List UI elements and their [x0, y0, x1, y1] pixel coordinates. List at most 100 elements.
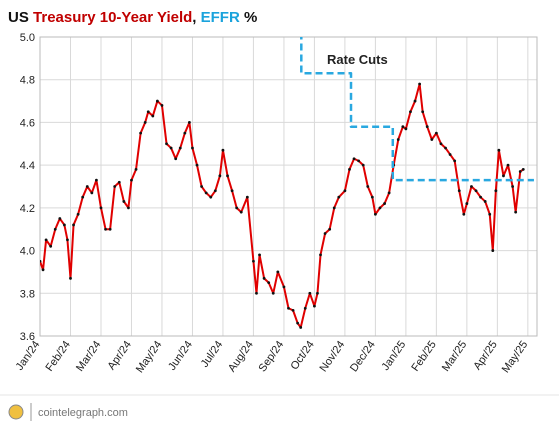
data-point	[99, 206, 103, 210]
data-point	[160, 103, 164, 107]
data-point	[387, 191, 391, 195]
data-point	[465, 202, 469, 205]
data-point	[108, 227, 112, 231]
chart-title: US Treasury 10-Year Yield, EFFR %	[8, 9, 257, 26]
data-point	[352, 157, 356, 161]
y-tick-label: 3.6	[20, 331, 35, 343]
data-point	[337, 195, 341, 199]
data-point	[299, 326, 303, 329]
data-point	[479, 195, 482, 199]
data-point	[81, 195, 85, 199]
annotation: Rate Cuts	[327, 52, 388, 67]
data-point	[497, 148, 501, 152]
data-point	[511, 185, 515, 188]
data-point	[291, 308, 295, 312]
data-point	[348, 168, 351, 171]
data-point	[488, 212, 492, 216]
data-point	[62, 223, 66, 227]
data-point	[271, 291, 275, 295]
title-part: Treasury 10-Year Yield	[33, 9, 192, 26]
data-point	[90, 191, 94, 195]
data-point	[316, 291, 319, 295]
data-point	[76, 212, 80, 216]
data-point	[143, 121, 147, 124]
x-tick-label: Mar/25	[440, 339, 469, 374]
x-tick-label: Aug/24	[226, 339, 256, 374]
x-tick-label: Jan/25	[380, 339, 409, 373]
data-point	[213, 189, 217, 193]
x-tick-label: Nov/24	[318, 339, 348, 374]
data-point	[174, 157, 178, 161]
data-point	[418, 82, 422, 86]
data-point	[421, 110, 425, 114]
data-point	[303, 306, 307, 310]
data-point	[444, 146, 447, 150]
data-point	[506, 163, 510, 167]
data-point	[165, 142, 168, 146]
data-point	[430, 138, 434, 141]
data-point	[514, 210, 518, 214]
data-point	[518, 170, 522, 173]
x-tick-label: Jan/24	[14, 339, 43, 373]
y-tick-label: 5.0	[20, 32, 35, 44]
data-point	[44, 238, 48, 242]
data-point	[502, 174, 505, 178]
data-point	[282, 285, 286, 289]
x-tick-label: Sep/24	[257, 339, 287, 374]
data-point	[328, 227, 332, 231]
x-tick-label: Dec/24	[348, 339, 378, 374]
data-point	[483, 200, 487, 203]
logo	[8, 404, 24, 420]
data-point	[448, 153, 452, 156]
data-point	[396, 138, 400, 141]
data-point	[262, 276, 266, 280]
data-point	[258, 253, 261, 257]
y-tick-label: 4.6	[20, 117, 35, 129]
x-tick-label: Mar/24	[74, 339, 103, 374]
data-point	[49, 244, 53, 248]
data-point	[85, 185, 89, 188]
data-point	[313, 304, 316, 308]
data-point	[370, 195, 374, 199]
data-point	[209, 195, 213, 199]
data-point	[409, 110, 412, 114]
data-point	[117, 180, 121, 184]
data-point	[287, 306, 290, 310]
data-point	[146, 110, 150, 114]
data-point	[361, 163, 365, 167]
y-tick-label: 4.8	[20, 75, 35, 87]
data-point	[226, 174, 229, 178]
data-point	[130, 178, 133, 182]
data-point	[53, 227, 57, 231]
data-point	[255, 291, 258, 295]
x-tick-label: Jul/24	[199, 339, 226, 370]
x-tick-label: Feb/24	[43, 339, 72, 374]
data-point	[204, 191, 208, 195]
data-point	[127, 206, 130, 210]
data-point	[434, 131, 438, 135]
data-point	[230, 189, 234, 193]
data-point	[319, 253, 322, 257]
x-tick-label: Apr/24	[106, 339, 134, 372]
data-point	[404, 127, 408, 131]
data-point	[521, 168, 525, 171]
data-point	[151, 114, 155, 118]
x-tick-label: Apr/25	[471, 339, 499, 372]
data-point	[470, 185, 473, 188]
data-point	[113, 185, 117, 188]
data-point	[245, 195, 249, 199]
title-part: EFFR	[201, 9, 240, 26]
data-point	[453, 159, 457, 163]
data-point	[195, 163, 199, 167]
data-point	[494, 189, 498, 193]
y-tick-label: 4.0	[20, 246, 35, 258]
series-line	[40, 82, 524, 329]
x-tick-label: Oct/24	[288, 339, 316, 372]
data-point	[323, 232, 327, 235]
y-tick-label: 3.8	[20, 288, 35, 300]
data-point	[425, 125, 429, 129]
data-point	[218, 174, 222, 178]
x-tick-label: Jun/24	[166, 339, 195, 373]
x-tick-label: Feb/25	[409, 339, 438, 374]
data-point	[40, 259, 42, 263]
